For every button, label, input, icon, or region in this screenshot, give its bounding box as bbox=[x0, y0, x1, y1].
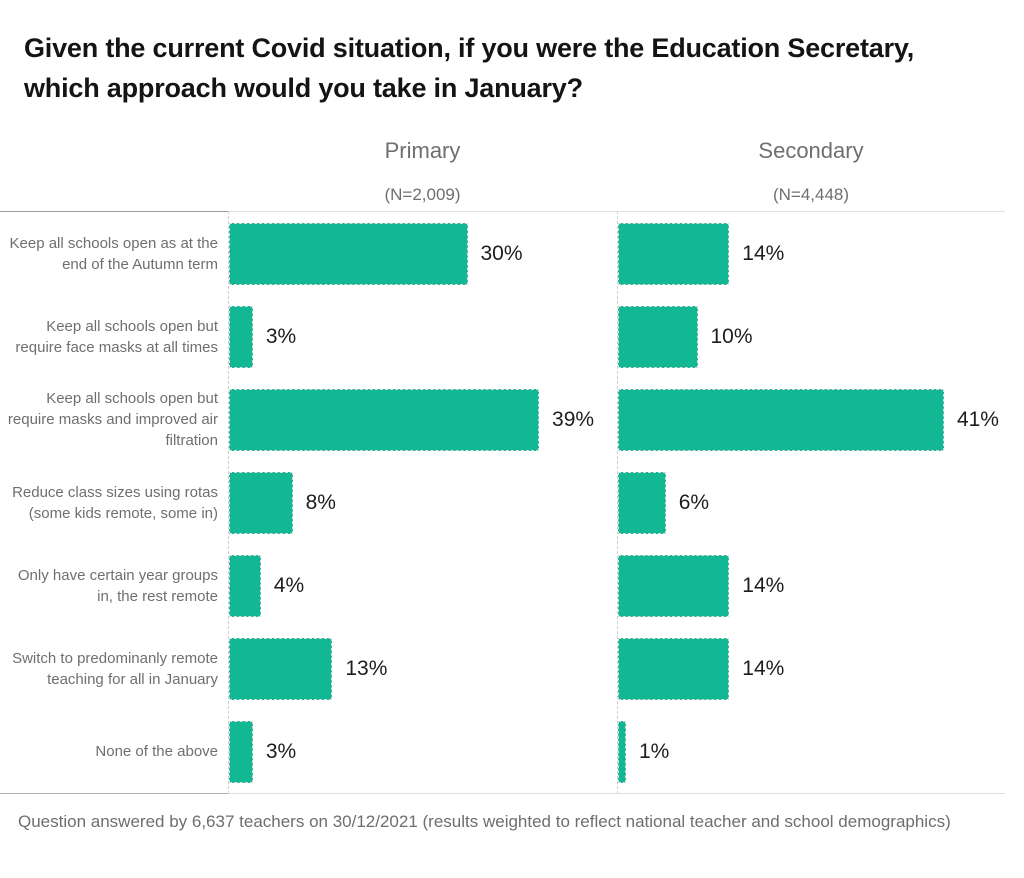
panel-primary: 30% 3% 39% 8% 4% 13% 3% bbox=[228, 211, 617, 794]
bar-row-primary: 4% bbox=[229, 544, 617, 627]
header-spacer bbox=[0, 138, 228, 205]
page-title-line1: Given the current Covid situation, if yo… bbox=[24, 33, 914, 63]
series-n-secondary: (N=4,448) bbox=[772, 185, 850, 204]
bar-row-primary: 13% bbox=[229, 627, 617, 710]
bar-value-label: 8% bbox=[305, 490, 336, 514]
bar-value-label: 14% bbox=[742, 656, 785, 680]
bar-value-label: 39% bbox=[552, 407, 595, 431]
bar-row-primary: 39% bbox=[229, 378, 617, 461]
bar-value-label: 13% bbox=[345, 656, 388, 680]
bar bbox=[229, 554, 261, 617]
bar bbox=[229, 720, 253, 783]
category-label: Keep all schools open but require masks … bbox=[7, 390, 218, 449]
bar-value-label: 30% bbox=[480, 241, 523, 265]
series-name-primary: Primary bbox=[384, 138, 461, 163]
bar-row-primary: 3% bbox=[229, 710, 617, 793]
page-title-line2: which approach would you take in January… bbox=[24, 73, 583, 103]
bar-value-label: 10% bbox=[710, 324, 753, 348]
bar bbox=[229, 388, 540, 451]
bar bbox=[618, 471, 666, 534]
bar-value-label: 4% bbox=[273, 573, 305, 597]
column-header-secondary: Secondary (N=4,448) bbox=[617, 138, 1005, 205]
page-title: Given the current Covid situation, if yo… bbox=[24, 28, 1000, 108]
bar-row-secondary: 14% bbox=[618, 627, 1005, 710]
bar bbox=[229, 222, 468, 285]
column-headers: Primary (N=2,009) Secondary (N=4,448) bbox=[0, 138, 1005, 205]
category-labels: Keep all schools open as at the end of t… bbox=[0, 211, 228, 794]
panel-secondary: 14% 10% 41% 6% 14% 14% 1% bbox=[617, 211, 1005, 794]
series-n-primary: (N=2,009) bbox=[384, 185, 461, 204]
bar-row-primary: 3% bbox=[229, 295, 617, 378]
bar-value-label: 1% bbox=[638, 739, 670, 763]
category-label: Reduce class sizes using rotas (some kid… bbox=[12, 483, 218, 522]
bar bbox=[229, 305, 253, 368]
bar-row-secondary: 41% bbox=[618, 378, 1005, 461]
bar-row-primary: 30% bbox=[229, 212, 617, 295]
bar-row-secondary: 14% bbox=[618, 544, 1005, 627]
bar-value-label: 41% bbox=[956, 407, 999, 431]
bar-row-secondary: 6% bbox=[618, 461, 1005, 544]
bar-chart: Primary (N=2,009) Secondary (N=4,448) Ke… bbox=[0, 138, 1005, 794]
bar-value-label: 3% bbox=[265, 739, 297, 763]
bar bbox=[618, 720, 626, 783]
series-name-secondary: Secondary bbox=[758, 138, 864, 163]
category-label: Only have certain year groups in, the re… bbox=[17, 566, 218, 605]
bar bbox=[618, 554, 730, 617]
chart-body: Keep all schools open as at the end of t… bbox=[0, 211, 1005, 794]
bar-value-label: 6% bbox=[678, 490, 710, 514]
category-label: Keep all schools open as at the end of t… bbox=[9, 234, 218, 273]
bar-value-label: 3% bbox=[265, 324, 297, 348]
bar bbox=[618, 305, 698, 368]
bar-value-label: 14% bbox=[742, 241, 785, 265]
bar bbox=[229, 637, 333, 700]
chart-footnote: Question answered by 6,637 teachers on 3… bbox=[18, 812, 951, 831]
category-label: Keep all schools open but require face m… bbox=[15, 317, 218, 356]
bar bbox=[229, 471, 293, 534]
bar-value-label: 14% bbox=[742, 573, 785, 597]
bar bbox=[618, 637, 730, 700]
bar-row-secondary: 10% bbox=[618, 295, 1005, 378]
bar bbox=[618, 388, 944, 451]
bar-row-primary: 8% bbox=[229, 461, 617, 544]
bar bbox=[618, 222, 730, 285]
category-label: None of the above bbox=[95, 743, 218, 760]
bar-row-secondary: 1% bbox=[618, 710, 1005, 793]
column-header-primary: Primary (N=2,009) bbox=[228, 138, 617, 205]
category-label: Switch to predominanly remote teaching f… bbox=[12, 649, 218, 688]
bar-row-secondary: 14% bbox=[618, 212, 1005, 295]
